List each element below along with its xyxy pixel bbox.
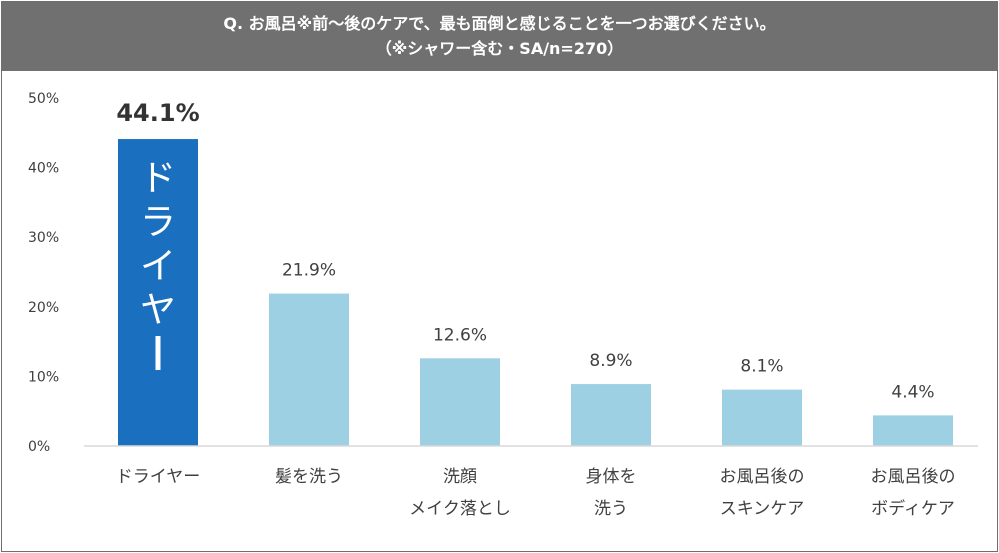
y-tick-label: 10% xyxy=(28,369,59,385)
value-label: 12.6% xyxy=(433,325,487,345)
category-label: 身体を xyxy=(586,467,637,487)
y-tick-label: 0% xyxy=(28,439,50,455)
category-label: お風呂後の xyxy=(871,467,956,487)
highlight-bar-char: ヤ xyxy=(140,290,176,331)
bar xyxy=(118,139,198,446)
category-label: 髪を洗う xyxy=(275,467,343,487)
category-label: 洗顔 xyxy=(443,467,477,487)
highlight-bar-char: ラ xyxy=(140,202,176,243)
category-label: ボディケア xyxy=(871,498,955,519)
value-label: 8.9% xyxy=(589,351,632,371)
bar xyxy=(571,384,651,446)
bar xyxy=(420,358,500,446)
value-label: 8.1% xyxy=(740,357,783,377)
category-label: ドライヤー xyxy=(116,467,201,487)
category-label: 洗う xyxy=(594,499,628,519)
highlight-bar-char xyxy=(155,336,161,370)
highlight-bar-char: ド xyxy=(140,158,176,199)
y-tick-label: 50% xyxy=(28,91,59,107)
y-tick-label: 40% xyxy=(28,161,59,177)
category-label: スキンケア xyxy=(720,499,805,519)
category-label: お風呂後の xyxy=(720,467,805,487)
y-tick-label: 20% xyxy=(28,300,59,316)
bar xyxy=(722,389,802,446)
value-label: 21.9% xyxy=(282,261,336,281)
bar xyxy=(873,415,953,446)
value-label: 44.1% xyxy=(116,99,199,127)
highlight-bar-char: イ xyxy=(140,246,176,287)
bar xyxy=(269,293,349,446)
chart-title-line1: Q. お風呂※前〜後のケアで、最も面倒と感じることを一つお選びください。 xyxy=(223,14,776,33)
highlight-bar-label: ドライヤ xyxy=(140,158,176,370)
chart-title-line2: （※シャワー含む・SA/n=270） xyxy=(375,39,624,58)
category-label: メイク落とし xyxy=(409,499,511,519)
y-tick-label: 30% xyxy=(28,230,59,246)
value-label: 4.4% xyxy=(891,382,934,402)
chart-header: Q. お風呂※前〜後のケアで、最も面倒と感じることを一つお選びください。 （※シ… xyxy=(2,2,997,71)
